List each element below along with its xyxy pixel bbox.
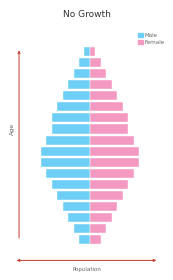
Bar <box>41 158 90 167</box>
Bar <box>74 69 90 78</box>
Bar <box>46 169 90 178</box>
Bar <box>57 191 90 200</box>
Bar <box>90 69 106 78</box>
Bar <box>79 235 90 244</box>
Bar <box>90 180 128 189</box>
Bar <box>90 213 112 222</box>
Bar <box>52 113 90 122</box>
Bar <box>68 213 90 222</box>
Bar <box>90 224 106 233</box>
Text: Age: Age <box>10 123 15 135</box>
Text: Population: Population <box>72 267 101 272</box>
Bar <box>63 91 90 100</box>
Bar <box>74 224 90 233</box>
Bar <box>52 180 90 189</box>
Bar <box>52 124 90 134</box>
Bar <box>90 102 123 111</box>
Bar <box>41 147 90 156</box>
Bar <box>68 80 90 89</box>
Bar <box>90 169 134 178</box>
Bar <box>79 58 90 67</box>
Bar <box>57 102 90 111</box>
Bar <box>90 202 117 211</box>
Bar <box>90 47 95 56</box>
Bar <box>90 158 139 167</box>
Bar <box>90 113 128 122</box>
Bar <box>90 58 101 67</box>
Bar <box>63 202 90 211</box>
Bar <box>90 147 139 156</box>
Bar <box>90 80 112 89</box>
Bar <box>90 124 128 134</box>
Legend: Male, Female: Male, Female <box>135 31 167 47</box>
Text: No Growth: No Growth <box>63 10 110 19</box>
Bar <box>90 91 117 100</box>
Bar <box>90 235 101 244</box>
Bar <box>46 136 90 144</box>
Bar <box>84 47 90 56</box>
Bar <box>90 136 134 144</box>
Bar <box>90 191 123 200</box>
